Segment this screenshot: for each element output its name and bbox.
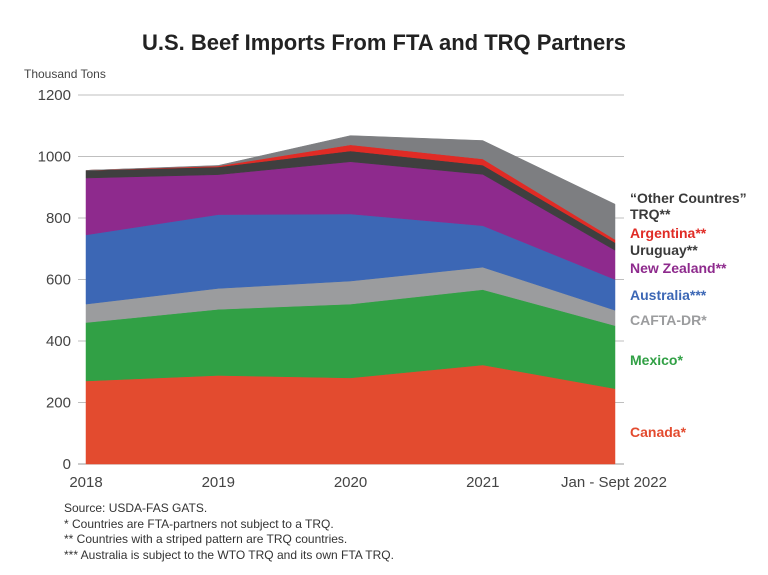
- legend-label: Mexico*: [630, 352, 683, 368]
- area-other-countres-trq: [85, 135, 616, 240]
- y-tick-label: 600: [46, 272, 71, 289]
- chart-title: U.S. Beef Imports From FTA and TRQ Partn…: [141, 30, 627, 55]
- legend-label: Canada*: [630, 424, 687, 440]
- x-tick-label: Jan - Sept 2022: [561, 474, 667, 491]
- y-tick-label: 0: [63, 456, 71, 473]
- legend-label: Uruguay**: [630, 242, 698, 258]
- legend-label: Argentina**: [630, 225, 707, 241]
- y-tick-label: 800: [46, 210, 71, 227]
- y-tick-label: 1200: [38, 87, 71, 104]
- legend-label: TRQ**: [630, 206, 671, 222]
- footnotes: Source: USDA-FAS GATS. * Countries are F…: [64, 501, 394, 563]
- x-tick-label: 2020: [334, 474, 367, 491]
- footnote-1: * Countries are FTA-partners not subject…: [64, 516, 334, 531]
- x-tick-label: 2018: [69, 474, 102, 491]
- legend-label: “Other Countres”: [630, 190, 747, 206]
- legend-label: Australia***: [630, 287, 707, 303]
- area-series: [85, 135, 616, 465]
- source-note: Source: USDA-FAS GATS.: [64, 501, 208, 515]
- footnote-3: *** Australia is subject to the WTO TRQ …: [64, 547, 394, 562]
- x-axis-ticks: 2018 2019 2020 2021 Jan - Sept 2022: [69, 474, 667, 491]
- x-tick-label: 2019: [202, 474, 235, 491]
- area-canada: [85, 364, 616, 465]
- x-tick-label: 2021: [466, 474, 499, 491]
- legend: “Other Countres”TRQ** Argentina**Uruguay*…: [630, 190, 747, 440]
- y-tick-label: 1000: [38, 149, 71, 166]
- area-chart: 0 200 400 600 800 1000 1200 2018 2019 2020 2021 Ja…: [24, 67, 747, 491]
- y-tick-label: 400: [46, 333, 71, 350]
- legend-label: CAFTA-DR*: [630, 312, 707, 328]
- y-tick-label: 200: [46, 395, 71, 412]
- y-axis-ticks: 0 200 400 600 800 1000 1200: [38, 87, 71, 473]
- y-axis-label: Thousand Tons: [24, 67, 106, 81]
- legend-label: New Zealand**: [630, 260, 727, 276]
- footnote-2: ** Countries with a striped pattern are …: [64, 532, 348, 547]
